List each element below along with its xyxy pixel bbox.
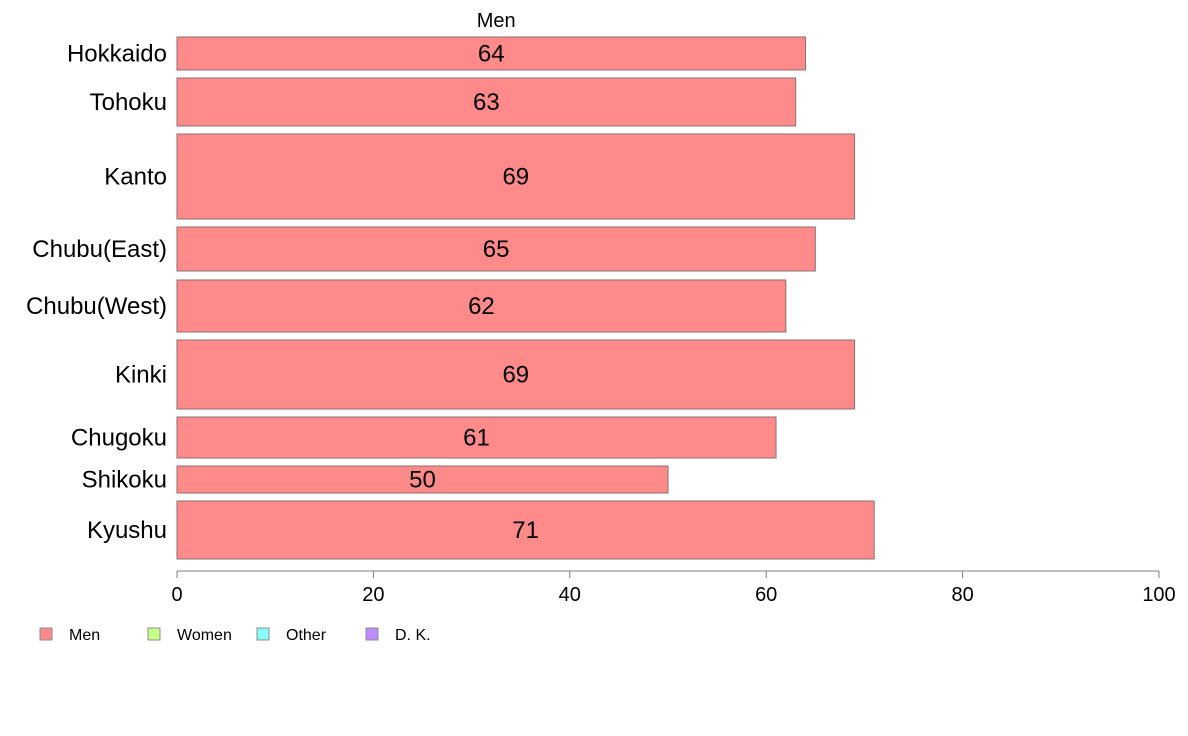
bar-chubu-east- — [176, 226, 816, 272]
category-label: Hokkaido — [67, 41, 167, 68]
value-label: 50 — [409, 467, 436, 494]
legend-swatch — [365, 627, 379, 641]
x-tick-label: 80 — [951, 584, 973, 606]
category-label: Chubu(East) — [32, 236, 167, 263]
legend-label: Other — [286, 627, 327, 644]
category-label: Chubu(West) — [26, 293, 167, 320]
legend: Men Women Other D. K. — [39, 627, 431, 644]
x-tick-label: 100 — [1142, 584, 1175, 606]
category-label: Kinki — [115, 362, 167, 389]
x-tick-label: 40 — [559, 584, 581, 606]
bar-shikoku — [176, 465, 669, 494]
category-label: Kanto — [104, 164, 167, 191]
value-label: 62 — [468, 293, 495, 320]
bar-kanto — [176, 133, 856, 220]
category-label: Chugoku — [71, 425, 167, 452]
bars-group: Hokkaido 64 Tohoku 63 Kanto 69 Chubu(East) 65 Ch… — [26, 36, 875, 560]
bar-hokkaido — [176, 36, 806, 71]
x-tick-label: 0 — [171, 584, 182, 606]
value-label: 65 — [483, 236, 510, 263]
chart-title: Men — [477, 10, 516, 32]
x-tick-label: 20 — [362, 584, 384, 606]
value-label: 69 — [502, 362, 529, 389]
bar-kinki — [176, 339, 856, 410]
category-label: Kyushu — [87, 517, 167, 544]
x-tick-label: 60 — [755, 584, 777, 606]
legend-label: Men — [69, 627, 100, 644]
value-label: 69 — [502, 164, 529, 191]
value-label: 61 — [463, 425, 490, 452]
legend-label: D. K. — [395, 627, 431, 644]
legend-swatch — [39, 627, 53, 641]
value-label: 71 — [512, 517, 539, 544]
value-label: 64 — [478, 41, 505, 68]
value-label: 63 — [473, 89, 500, 116]
x-axis: 0 20 40 60 80 100 — [171, 570, 1176, 606]
category-label: Shikoku — [82, 467, 167, 494]
category-label: Tohoku — [90, 89, 167, 116]
legend-swatch — [256, 627, 270, 641]
bar-chubu-west- — [176, 279, 787, 333]
bar-chugoku — [176, 416, 777, 459]
legend-label: Women — [177, 627, 232, 644]
bar-tohoku — [176, 77, 797, 127]
legend-swatch — [147, 627, 161, 641]
bar-kyushu — [176, 500, 875, 560]
